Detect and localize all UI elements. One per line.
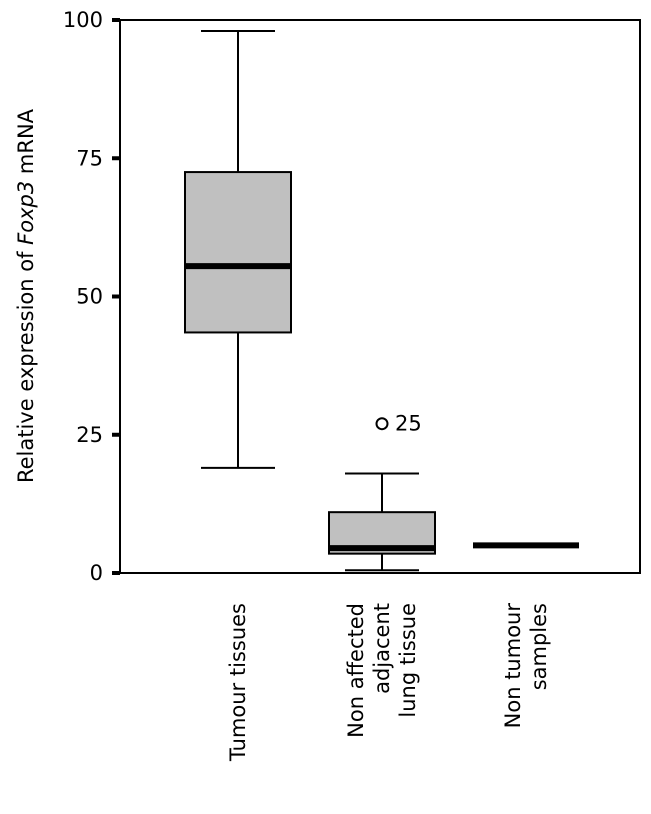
y-tick-label: 100 [63, 8, 103, 32]
box-iqr [184, 171, 292, 334]
category-label: Non tumour [501, 603, 525, 729]
box-group [184, 30, 292, 469]
y-tick-label: 0 [90, 561, 103, 585]
box-group: 25 [328, 412, 436, 572]
y-axis-label-suffix: mRNA [14, 108, 38, 180]
category-label: Tumour tissues [226, 603, 250, 762]
y-axis-label-gene: Foxp3 [14, 181, 38, 245]
y-tick-label: 75 [76, 146, 103, 170]
category-label: samples [527, 603, 551, 690]
category-label: Non affected [344, 603, 368, 738]
y-axis-label: Relative expression of Foxp3 mRNA [14, 108, 38, 483]
y-tick-label: 25 [76, 423, 103, 447]
category-label: adjacent [370, 603, 394, 694]
y-axis-label-prefix: Relative expression of [14, 245, 38, 483]
outlier-label: 25 [395, 412, 422, 436]
y-tick-label: 50 [76, 285, 103, 309]
outlier-point [375, 417, 389, 431]
category-label: lung tissue [396, 603, 420, 718]
